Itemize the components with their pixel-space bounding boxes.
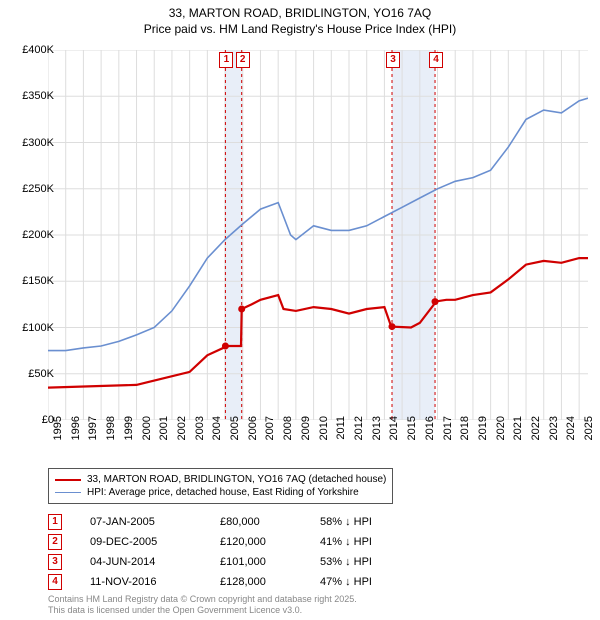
xtick-label: 2020	[495, 416, 507, 456]
xtick-label: 2018	[459, 416, 471, 456]
sales-date: 09-DEC-2005	[90, 536, 220, 548]
legend-item-hpi: HPI: Average price, detached house, East…	[55, 486, 386, 499]
xtick-label: 2008	[282, 416, 294, 456]
legend: 33, MARTON ROAD, BRIDLINGTON, YO16 7AQ (…	[48, 468, 393, 504]
xtick-label: 2010	[318, 416, 330, 456]
sales-row: 1 07-JAN-2005£80,00058% ↓ HPI	[48, 512, 420, 532]
sales-price: £80,000	[220, 516, 320, 528]
ytick-label: £50K	[28, 368, 54, 380]
xtick-label: 1998	[105, 416, 117, 456]
legend-item-price: 33, MARTON ROAD, BRIDLINGTON, YO16 7AQ (…	[55, 473, 386, 486]
xtick-label: 2017	[442, 416, 454, 456]
xtick-label: 2004	[211, 416, 223, 456]
footer-line2: This data is licensed under the Open Gov…	[48, 605, 357, 616]
xtick-label: 1996	[70, 416, 82, 456]
sales-marker: 4	[48, 574, 62, 590]
xtick-label: 2006	[247, 416, 259, 456]
xtick-label: 1999	[123, 416, 135, 456]
xtick-label: 2003	[194, 416, 206, 456]
sale-marker-3: 3	[386, 52, 400, 68]
xtick-label: 1997	[87, 416, 99, 456]
xtick-label: 2009	[300, 416, 312, 456]
ytick-label: £350K	[22, 90, 54, 102]
sales-marker: 1	[48, 514, 62, 530]
xtick-label: 2002	[176, 416, 188, 456]
xtick-label: 2012	[353, 416, 365, 456]
sales-row: 3 04-JUN-2014£101,00053% ↓ HPI	[48, 552, 420, 572]
xtick-label: 2024	[565, 416, 577, 456]
xtick-label: 1995	[52, 416, 64, 456]
footer: Contains HM Land Registry data © Crown c…	[48, 594, 357, 616]
xtick-label: 2001	[158, 416, 170, 456]
xtick-label: 2011	[335, 416, 347, 456]
sales-pct: 53% ↓ HPI	[320, 556, 420, 568]
xtick-label: 2019	[477, 416, 489, 456]
footer-line1: Contains HM Land Registry data © Crown c…	[48, 594, 357, 605]
sales-row: 2 09-DEC-2005£120,00041% ↓ HPI	[48, 532, 420, 552]
xtick-label: 2015	[406, 416, 418, 456]
title-line2: Price paid vs. HM Land Registry's House …	[0, 22, 600, 38]
xtick-label: 2023	[548, 416, 560, 456]
sales-date: 07-JAN-2005	[90, 516, 220, 528]
sales-price: £101,000	[220, 556, 320, 568]
xtick-label: 2022	[530, 416, 542, 456]
chart-svg	[48, 50, 588, 420]
sales-table: 1 07-JAN-2005£80,00058% ↓ HPI 2 09-DEC-2005…	[48, 512, 420, 592]
legend-swatch	[55, 479, 81, 481]
legend-label: HPI: Average price, detached house, East…	[87, 487, 359, 498]
xtick-label: 2021	[512, 416, 524, 456]
chart-container: 33, MARTON ROAD, BRIDLINGTON, YO16 7AQ P…	[0, 0, 600, 620]
sales-marker: 3	[48, 554, 62, 570]
title-block: 33, MARTON ROAD, BRIDLINGTON, YO16 7AQ P…	[0, 0, 600, 37]
sales-pct: 47% ↓ HPI	[320, 576, 420, 588]
sales-pct: 58% ↓ HPI	[320, 516, 420, 528]
legend-label: 33, MARTON ROAD, BRIDLINGTON, YO16 7AQ (…	[87, 474, 386, 485]
sales-price: £128,000	[220, 576, 320, 588]
xtick-label: 2005	[229, 416, 241, 456]
chart-area: 12 3 4	[48, 50, 588, 420]
sale-marker-2: 2	[236, 52, 250, 68]
ytick-label: £200K	[22, 229, 54, 241]
ytick-label: £400K	[22, 44, 54, 56]
xtick-label: 2000	[141, 416, 153, 456]
sales-price: £120,000	[220, 536, 320, 548]
sales-date: 11-NOV-2016	[90, 576, 220, 588]
sales-row: 4 11-NOV-2016£128,00047% ↓ HPI	[48, 572, 420, 592]
ytick-label: £300K	[22, 137, 54, 149]
ytick-label: £250K	[22, 183, 54, 195]
xtick-label: 2014	[388, 416, 400, 456]
xtick-label: 2016	[424, 416, 436, 456]
sales-date: 04-JUN-2014	[90, 556, 220, 568]
title-line1: 33, MARTON ROAD, BRIDLINGTON, YO16 7AQ	[0, 6, 600, 22]
ytick-label: £150K	[22, 275, 54, 287]
sale-marker-1: 1	[219, 52, 233, 68]
xtick-label: 2025	[583, 416, 595, 456]
xtick-label: 2007	[264, 416, 276, 456]
sales-marker: 2	[48, 534, 62, 550]
ytick-label: £100K	[22, 322, 54, 334]
legend-swatch	[55, 492, 81, 493]
sale-marker-4: 4	[429, 52, 443, 68]
sales-pct: 41% ↓ HPI	[320, 536, 420, 548]
xtick-label: 2013	[371, 416, 383, 456]
